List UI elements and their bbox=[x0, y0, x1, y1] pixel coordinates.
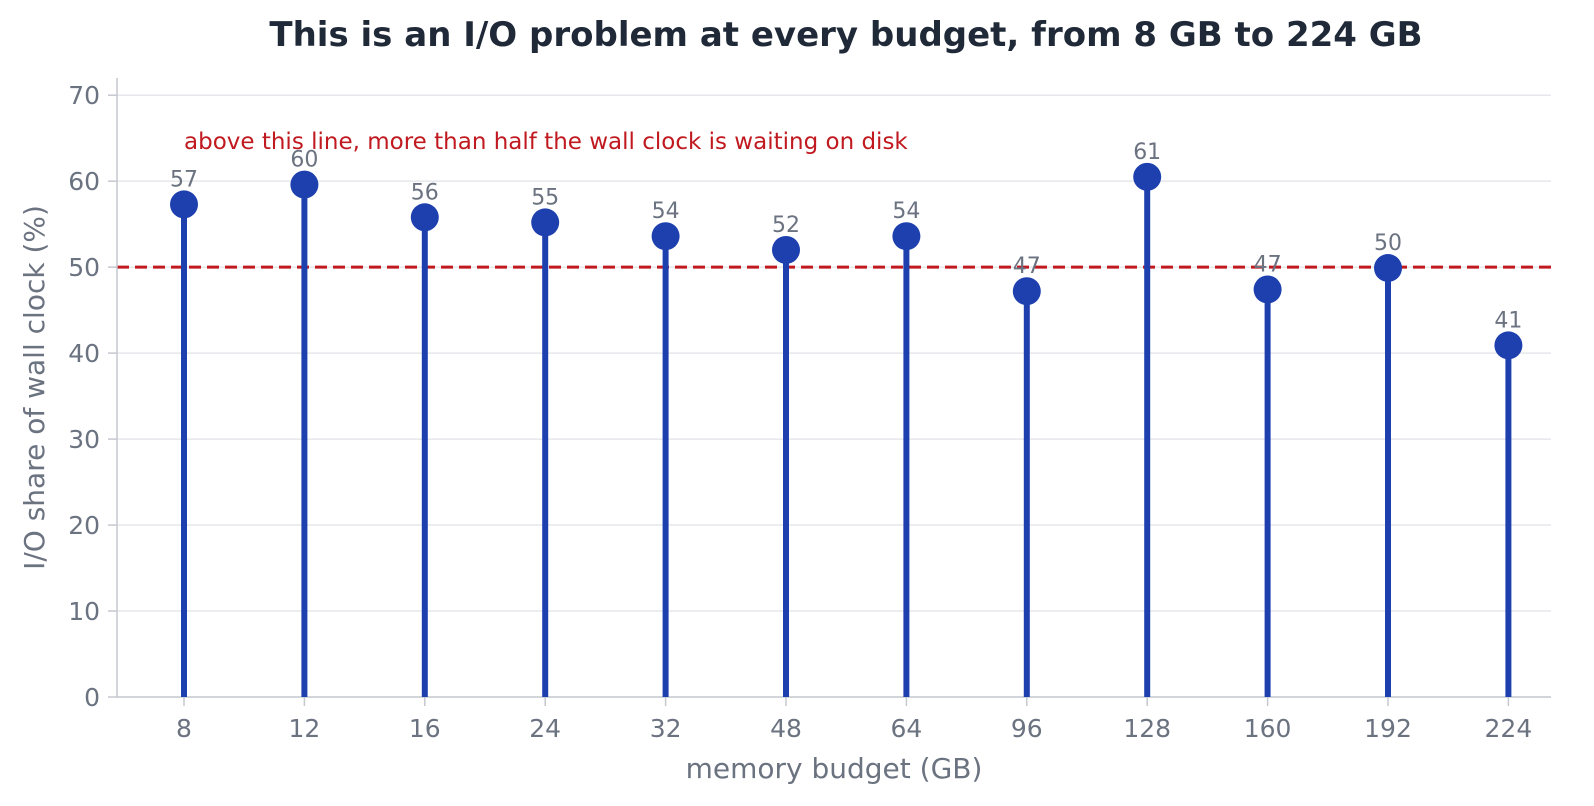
data-label: 47 bbox=[1254, 252, 1282, 277]
reference-annotation: above this line, more than half the wall… bbox=[184, 129, 908, 155]
data-label: 60 bbox=[290, 148, 318, 173]
data-label: 54 bbox=[892, 199, 920, 224]
lollipop-point bbox=[1133, 162, 1162, 191]
x-tick-label: 12 bbox=[288, 714, 320, 743]
y-tick-label: 20 bbox=[68, 511, 100, 540]
y-tick-label: 70 bbox=[68, 81, 100, 110]
lollipop-marks: 57 60 56 55 54 52 54 47 61 47 50 41 bbox=[170, 140, 1523, 697]
x-tick-label: 160 bbox=[1244, 714, 1292, 743]
lollipop-point bbox=[531, 208, 560, 237]
data-label: 61 bbox=[1133, 140, 1161, 165]
x-tick-label: 48 bbox=[770, 714, 802, 743]
grid-lines bbox=[117, 94, 1551, 612]
lollipop-point bbox=[1253, 275, 1282, 304]
lollipop-point bbox=[170, 190, 198, 219]
data-label: 52 bbox=[772, 213, 800, 238]
y-axis-label: I/O share of wall clock (%) bbox=[18, 205, 51, 570]
data-label: 56 bbox=[411, 180, 439, 205]
axes: 0 10 20 30 40 50 60 70 8 12 16 24 32 48 64 96 128 160 192 2… bbox=[68, 78, 1551, 743]
lollipop-point bbox=[290, 170, 319, 199]
x-tick-label: 64 bbox=[890, 714, 922, 743]
x-tick-label: 96 bbox=[1011, 714, 1043, 743]
lollipop-point bbox=[1374, 253, 1402, 282]
x-tick-label: 192 bbox=[1364, 714, 1412, 743]
data-label: 41 bbox=[1494, 308, 1522, 333]
lollipop-point bbox=[1012, 277, 1041, 306]
y-tick-label: 30 bbox=[68, 425, 100, 454]
y-tick-label: 10 bbox=[68, 597, 100, 626]
lollipop-point bbox=[772, 235, 800, 264]
lollipop-point bbox=[410, 203, 439, 232]
lollipop-point bbox=[892, 222, 921, 251]
x-tick-label: 16 bbox=[409, 714, 441, 743]
x-tick-label: 8 bbox=[176, 714, 192, 743]
chart-title: This is an I/O problem at every budget, … bbox=[269, 15, 1422, 55]
y-tick-label: 0 bbox=[84, 683, 100, 712]
lollipop-point bbox=[651, 222, 680, 251]
x-tick-label: 32 bbox=[650, 714, 682, 743]
x-axis-label: memory budget (GB) bbox=[686, 752, 983, 785]
data-label: 57 bbox=[170, 167, 198, 192]
y-tick-label: 50 bbox=[68, 253, 100, 282]
data-label: 47 bbox=[1013, 254, 1041, 279]
x-tick-label: 24 bbox=[529, 714, 561, 743]
lollipop-point bbox=[1494, 331, 1523, 360]
data-label: 54 bbox=[652, 199, 680, 224]
y-tick-label: 60 bbox=[68, 167, 100, 196]
x-tick-label: 224 bbox=[1485, 714, 1533, 743]
x-tick-label: 128 bbox=[1123, 714, 1171, 743]
y-tick-label: 40 bbox=[68, 339, 100, 368]
data-label: 50 bbox=[1374, 231, 1402, 256]
data-label: 55 bbox=[531, 185, 559, 210]
